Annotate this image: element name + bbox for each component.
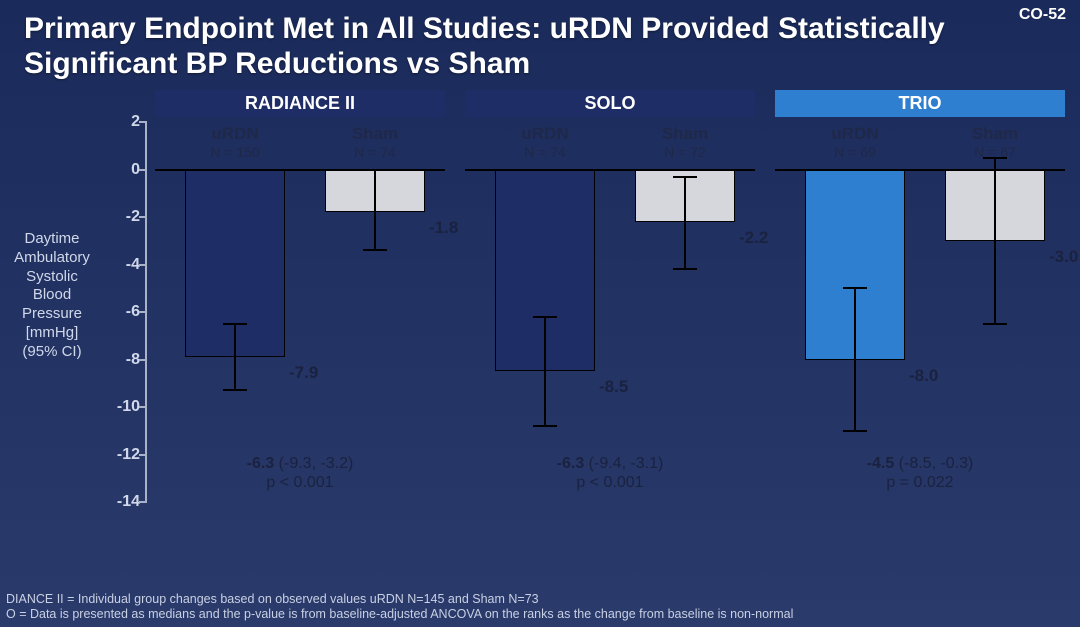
ylabel-line: Ambulatory (2, 249, 102, 268)
error-bar (994, 158, 996, 324)
error-cap (533, 316, 557, 318)
group-n: N = 150 (175, 144, 295, 160)
study-panel: RADIANCE IIuRDNN = 150-7.9ShamN = 74-1.8… (155, 122, 445, 502)
error-cap (533, 425, 557, 427)
y-tick-mark (139, 359, 147, 361)
group-column-label: uRDNN = 69 (795, 124, 915, 160)
p-value: p = 0.022 (775, 473, 1065, 492)
error-cap (673, 268, 697, 270)
error-cap (843, 287, 867, 289)
error-cap (673, 176, 697, 178)
bar-value-label: -3.0 (1049, 247, 1078, 267)
panel-header: SOLO (465, 90, 755, 117)
y-tick-label: -10 (117, 398, 140, 416)
y-tick-label: -4 (126, 256, 140, 274)
ylabel-line: Daytime (2, 230, 102, 249)
group-name: Sham (315, 124, 435, 144)
group-n: N = 74 (485, 144, 605, 160)
error-cap (363, 249, 387, 251)
bar-value-label: -7.9 (289, 363, 318, 383)
error-bar (684, 177, 686, 270)
group-column-label: ShamN = 67 (935, 124, 1055, 160)
panel-header: RADIANCE II (155, 90, 445, 117)
p-value: p < 0.001 (155, 473, 445, 492)
group-name: uRDN (485, 124, 605, 144)
bar-value-label: -8.0 (909, 366, 938, 386)
y-tick-label: -14 (117, 493, 140, 511)
error-bar (234, 324, 236, 391)
error-cap (223, 389, 247, 391)
panel-header: TRIO (775, 90, 1065, 117)
study-panel: SOLOuRDNN = 74-8.5ShamN = 72-2.2-6.3 (-9… (465, 122, 755, 502)
y-tick-label: -2 (126, 208, 140, 226)
ylabel-line: Systolic (2, 268, 102, 287)
error-cap (983, 323, 1007, 325)
bar-value-label: -1.8 (429, 218, 458, 238)
bar-value-label: -8.5 (599, 377, 628, 397)
ylabel-line: [mmHg] (2, 324, 102, 343)
ylabel-line: (95% CI) (2, 343, 102, 362)
group-column-label: ShamN = 72 (625, 124, 745, 160)
y-tick-mark (139, 216, 147, 218)
group-name: Sham (625, 124, 745, 144)
error-bar (374, 170, 376, 251)
panel-stats: -6.3 (-9.3, -3.2)p < 0.001 (155, 454, 445, 492)
y-tick-mark (139, 406, 147, 408)
ylabel-line: Blood (2, 286, 102, 305)
footnotes: DIANCE II = Individual group changes bas… (0, 592, 799, 623)
effect-ci: -6.3 (-9.4, -3.1) (465, 454, 755, 473)
y-tick-mark (139, 311, 147, 313)
y-tick-mark (139, 264, 147, 266)
bar-value-label: -2.2 (739, 228, 768, 248)
study-panel: TRIOuRDNN = 69-8.0ShamN = 67-3.0-4.5 (-8… (775, 122, 1065, 502)
y-tick-mark (139, 501, 147, 503)
group-n: N = 74 (315, 144, 435, 160)
error-cap (843, 430, 867, 432)
group-name: uRDN (175, 124, 295, 144)
group-column-label: uRDNN = 74 (485, 124, 605, 160)
effect-ci: -6.3 (-9.3, -3.2) (155, 454, 445, 473)
panel-stats: -6.3 (-9.4, -3.1)p < 0.001 (465, 454, 755, 492)
panel-stats: -4.5 (-8.5, -0.3)p = 0.022 (775, 454, 1065, 492)
y-tick-label: -6 (126, 303, 140, 321)
error-cap (223, 323, 247, 325)
chart-area: DaytimeAmbulatorySystolicBloodPressure[m… (0, 90, 1080, 570)
group-column-label: uRDNN = 150 (175, 124, 295, 160)
effect-ci: -4.5 (-8.5, -0.3) (775, 454, 1065, 473)
error-cap (983, 157, 1007, 159)
y-tick-mark (139, 454, 147, 456)
y-tick-mark (139, 121, 147, 123)
group-n: N = 69 (795, 144, 915, 160)
y-tick-label: -8 (126, 351, 140, 369)
y-axis-label: DaytimeAmbulatorySystolicBloodPressure[m… (2, 230, 102, 361)
y-tick-mark (139, 169, 147, 171)
group-column-label: ShamN = 74 (315, 124, 435, 160)
footnote-line: DIANCE II = Individual group changes bas… (6, 592, 793, 608)
group-n: N = 72 (625, 144, 745, 160)
error-cap (363, 169, 387, 171)
footnote-line: O = Data is presented as medians and the… (6, 607, 793, 623)
error-bar (544, 317, 546, 426)
group-name: Sham (935, 124, 1055, 144)
y-tick-label: -12 (117, 446, 140, 464)
plot-region: RADIANCE IIuRDNN = 150-7.9ShamN = 74-1.8… (145, 122, 1065, 502)
slide-title: Primary Endpoint Met in All Studies: uRD… (0, 0, 1080, 89)
slide-code: CO-52 (1019, 6, 1066, 24)
error-bar (854, 288, 856, 431)
ylabel-line: Pressure (2, 305, 102, 324)
group-name: uRDN (795, 124, 915, 144)
p-value: p < 0.001 (465, 473, 755, 492)
